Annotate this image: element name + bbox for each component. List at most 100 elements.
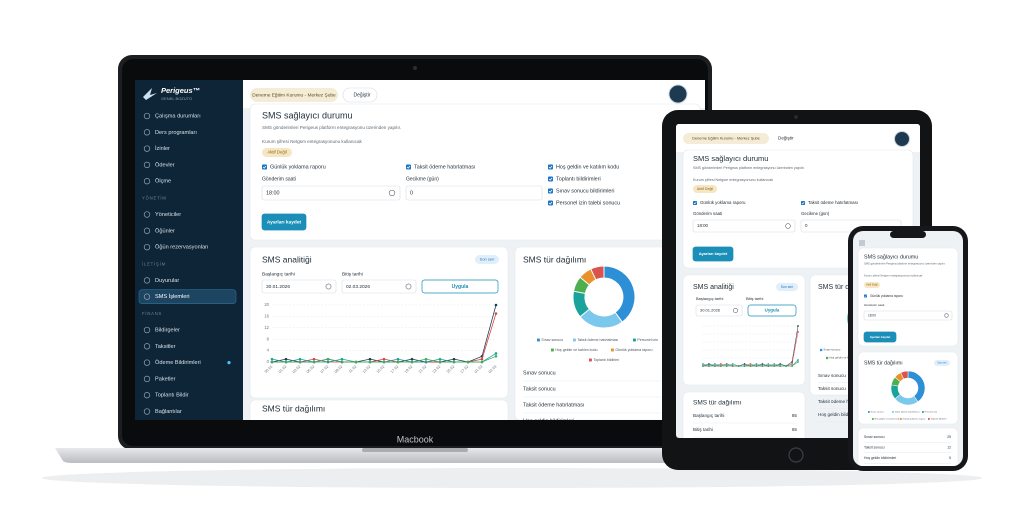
nav-item[interactable]: Ders programları xyxy=(155,130,197,136)
badge xyxy=(693,185,717,193)
nav-item[interactable]: Yöneticiler xyxy=(155,212,181,218)
y-tick-label: 20 xyxy=(264,302,269,307)
input xyxy=(341,279,417,294)
data-point xyxy=(725,363,728,365)
button[interactable] xyxy=(747,304,797,317)
nav-item[interactable]: Paketler xyxy=(155,376,176,382)
button[interactable] xyxy=(692,246,734,262)
field-label: Başlangıç tarihi xyxy=(696,296,723,301)
legend-label: Günlük yoklama raporu xyxy=(615,348,652,352)
legend-swatch xyxy=(820,348,823,352)
nav-icon xyxy=(143,145,151,152)
badge xyxy=(250,88,338,102)
switch-button[interactable] xyxy=(342,87,378,103)
card xyxy=(249,246,509,399)
nav-active xyxy=(138,289,237,305)
button[interactable] xyxy=(421,279,499,294)
data-point xyxy=(797,359,799,361)
data-point xyxy=(785,365,788,367)
checkbox-label: Taksit ödeme hatırlatması xyxy=(808,200,858,205)
data-point xyxy=(779,363,782,365)
data-point xyxy=(719,363,722,365)
input-value: 18:00 xyxy=(697,223,709,228)
nav-item[interactable]: Bağlantılar xyxy=(155,409,182,415)
data-point xyxy=(737,365,740,367)
checkbox xyxy=(801,201,805,205)
nav-item[interactable]: SMS İşlemleri xyxy=(155,293,190,300)
badge-label: Deneme Eğitim Kurumu - Merkez Şube xyxy=(692,136,760,141)
legend-label: Sınav sonucu xyxy=(541,338,563,342)
nav-icon xyxy=(143,392,151,399)
checkbox xyxy=(693,201,697,205)
checkbox xyxy=(548,164,553,170)
row-label: Hoş geldin bildirimleri xyxy=(523,418,574,424)
row-label: Sınav sonucu xyxy=(818,373,846,378)
nav-item[interactable]: İzinler xyxy=(155,145,170,152)
data-point xyxy=(702,363,704,365)
button-label: Uygula xyxy=(452,284,469,290)
legend-label: Toplantı bildirimi xyxy=(931,418,947,421)
nav-item[interactable]: Duyurular xyxy=(155,278,179,284)
device-label: Macbook xyxy=(397,434,434,444)
nav-item[interactable]: Toplantı Bildir xyxy=(155,393,189,399)
notch xyxy=(890,231,926,238)
nav-item[interactable]: Öğünler xyxy=(155,227,175,234)
nav-item[interactable]: Çalışma durumları xyxy=(155,113,201,119)
nav-icon xyxy=(143,408,151,415)
data-point xyxy=(755,365,758,367)
field-label: Gecikme (gün) xyxy=(406,176,439,182)
data-point xyxy=(791,365,793,367)
legend-swatch xyxy=(900,418,902,420)
input xyxy=(863,310,953,321)
nav-item[interactable]: Ölçme xyxy=(155,178,171,185)
legend-swatch xyxy=(922,411,924,413)
nav-item[interactable]: Ödeme Bildirimleri xyxy=(155,359,201,366)
button-label: Ayarları kaydet xyxy=(870,335,891,339)
x-tick-label: 21.02 xyxy=(418,365,428,375)
checkbox-label: Günlük yoklama raporu xyxy=(270,164,326,170)
x-tick-label: 02.03 xyxy=(488,365,498,375)
nav-item[interactable]: Ödevler xyxy=(155,161,175,168)
nav-icon xyxy=(143,161,151,169)
nav-item[interactable]: Öğün rezervasyonları xyxy=(155,244,209,251)
data-point xyxy=(719,365,722,367)
input-icon xyxy=(732,307,738,313)
nav-item[interactable]: Taksitler xyxy=(155,344,176,350)
nav-item[interactable]: Bildirgeler xyxy=(155,327,180,333)
camera xyxy=(413,66,417,70)
row-label: Taksit ödeme hatırlatması xyxy=(523,402,584,408)
row-label: Taksit sonucu xyxy=(864,445,885,449)
data-point xyxy=(452,360,456,364)
nav-section: FİNANS xyxy=(142,311,162,316)
x-tick-label: 11.02 xyxy=(348,365,357,374)
camera xyxy=(794,115,798,119)
badge xyxy=(864,282,880,288)
data-point xyxy=(767,365,770,367)
row-count: 12 xyxy=(947,445,951,449)
input-icon xyxy=(405,283,412,290)
checkbox xyxy=(864,294,867,298)
nav-icon xyxy=(143,211,151,218)
field-label: Gecikme (gün) xyxy=(801,211,830,216)
button[interactable] xyxy=(863,331,897,343)
data-point xyxy=(438,357,442,361)
check-icon xyxy=(548,177,553,181)
button[interactable] xyxy=(261,213,307,231)
card xyxy=(514,246,705,420)
checkbox-label: Taksit ödeme hatırlatması xyxy=(414,164,475,170)
check-icon xyxy=(548,189,553,193)
badge-label: Aktif Değil xyxy=(267,150,286,155)
data-point xyxy=(773,365,776,367)
data-point xyxy=(743,365,746,367)
data-point xyxy=(797,325,799,327)
checkbox xyxy=(548,200,553,206)
input xyxy=(405,185,543,201)
data-point xyxy=(410,357,414,361)
checkbox-label: Hoş geldin ve katılım kodu xyxy=(556,164,619,170)
data-point xyxy=(466,360,470,364)
data-point xyxy=(494,355,498,358)
data-point xyxy=(773,363,776,365)
nav-icon xyxy=(143,227,151,234)
